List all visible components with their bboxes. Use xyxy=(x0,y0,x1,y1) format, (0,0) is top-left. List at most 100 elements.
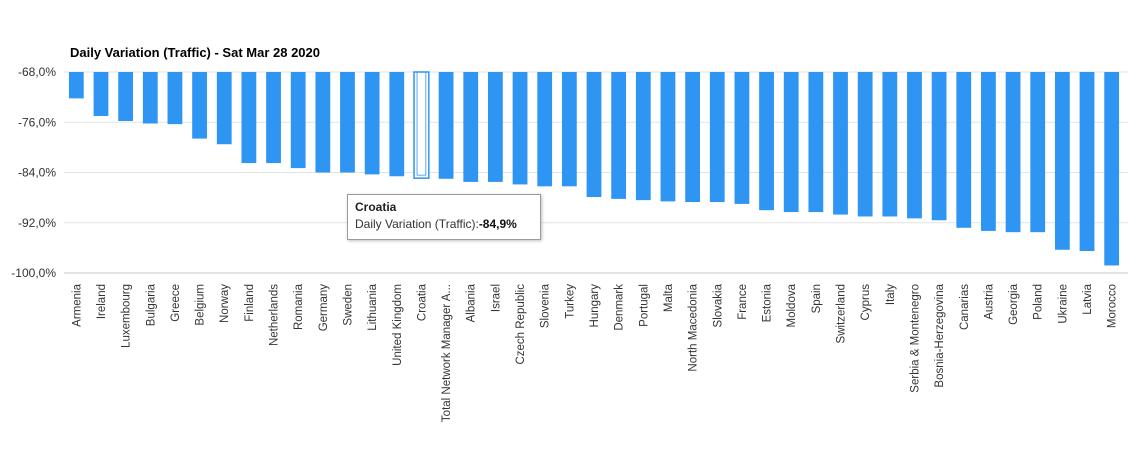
bar[interactable] xyxy=(192,72,207,139)
bar[interactable] xyxy=(1104,72,1120,266)
x-tick-label: Ireland xyxy=(96,284,108,319)
x-tick-label: Hungary xyxy=(589,284,601,328)
x-tick-label: Georgia xyxy=(1008,283,1020,325)
y-tick-label: -84,0% xyxy=(18,166,56,180)
x-tick-label: Romania xyxy=(293,283,305,330)
bar[interactable] xyxy=(1030,72,1046,233)
bar[interactable] xyxy=(537,72,553,187)
bar[interactable] xyxy=(660,72,676,202)
bar[interactable] xyxy=(931,72,947,221)
x-tick-label: Bulgaria xyxy=(145,283,157,326)
bar[interactable] xyxy=(685,72,700,203)
bar[interactable] xyxy=(882,72,898,217)
x-tick-label: Greece xyxy=(170,284,182,322)
x-tick-label: Portugal xyxy=(638,284,650,327)
x-tick-label: France xyxy=(737,284,749,320)
x-tick-label: Slovakia xyxy=(712,283,724,327)
bar[interactable] xyxy=(783,72,799,213)
bar[interactable] xyxy=(759,72,774,211)
tooltip-label: Daily Variation (Traffic): xyxy=(355,217,479,231)
x-tick-label: Latvia xyxy=(1082,283,1094,314)
x-tick-label: Czech Republic xyxy=(515,284,527,365)
x-tick-label: Ukraine xyxy=(1057,284,1069,324)
x-tick-label: Croatia xyxy=(416,283,428,321)
x-tick-label: Turkey xyxy=(564,284,576,319)
chart-title: Daily Variation (Traffic) - Sat Mar 28 2… xyxy=(70,45,320,60)
x-tick-label: Estonia xyxy=(762,283,774,322)
bar[interactable] xyxy=(167,72,183,125)
bar[interactable] xyxy=(364,72,380,175)
bar[interactable] xyxy=(981,72,996,231)
bar[interactable] xyxy=(709,72,725,203)
bar[interactable] xyxy=(1054,72,1070,250)
bar[interactable] xyxy=(216,72,232,145)
bar[interactable] xyxy=(1005,72,1021,233)
x-tick-label: Lithuania xyxy=(367,283,379,330)
x-tick-label: Spain xyxy=(811,284,823,313)
y-axis-tick-labels: -68,0% -76,0% -84,0% -92,0% -100,0% xyxy=(11,65,56,280)
bar[interactable] xyxy=(68,72,84,99)
x-tick-label: Norway xyxy=(219,284,231,323)
x-tick-label: Malta xyxy=(663,283,675,312)
bar[interactable] xyxy=(241,72,257,164)
bar[interactable] xyxy=(512,72,528,185)
x-tick-label: Luxembourg xyxy=(121,284,133,348)
x-tick-label: North Macedonia xyxy=(688,283,700,371)
bar[interactable] xyxy=(635,72,651,201)
x-tick-label: Total Network Manager A... xyxy=(441,284,453,422)
bar[interactable] xyxy=(340,72,355,173)
bar[interactable] xyxy=(389,72,405,177)
x-tick-label: Netherlands xyxy=(269,284,281,346)
bar[interactable] xyxy=(290,72,306,169)
bar[interactable] xyxy=(413,71,430,179)
x-tick-label: Albania xyxy=(466,283,478,322)
x-tick-label: Slovenia xyxy=(540,283,552,328)
x-tick-label: Israel xyxy=(490,284,502,312)
bar[interactable] xyxy=(142,72,158,124)
x-tick-label: United Kingdom xyxy=(392,284,404,366)
x-tick-label: Cyprus xyxy=(860,284,872,321)
y-tick-label: -76,0% xyxy=(18,115,56,129)
x-tick-label: Germany xyxy=(318,284,330,332)
bar[interactable] xyxy=(118,72,134,121)
x-tick-label: Serbia & Montenegro xyxy=(909,284,921,393)
y-tick-label: -92,0% xyxy=(18,216,56,230)
x-tick-label: Italy xyxy=(885,284,897,305)
x-tick-label: Armenia xyxy=(71,283,83,326)
x-tick-label: Poland xyxy=(1033,284,1045,320)
x-tick-label: Switzerland xyxy=(836,284,848,343)
tooltip-value: -84,9% xyxy=(478,217,517,231)
bar[interactable] xyxy=(315,72,331,173)
bar[interactable] xyxy=(734,72,750,204)
x-axis-tick-labels: Armenia Ireland Luxembourg Bulgaria Greece Be… xyxy=(71,283,1118,422)
tooltip-line: Daily Variation (Traffic):-84,9% xyxy=(355,215,533,233)
bar[interactable] xyxy=(956,72,972,228)
x-tick-label: Austria xyxy=(983,283,995,319)
bar[interactable] xyxy=(611,72,627,199)
bar[interactable] xyxy=(808,72,824,213)
bar[interactable] xyxy=(93,72,109,116)
bar[interactable] xyxy=(586,72,602,197)
bar[interactable] xyxy=(463,72,479,182)
x-tick-label: Bosnia-Herzegovina xyxy=(934,283,946,387)
x-tick-label: Moldova xyxy=(786,283,798,327)
bars xyxy=(68,71,1120,266)
y-tick-label: -68,0% xyxy=(18,65,56,79)
x-tick-label: Canarias xyxy=(959,284,971,330)
bar[interactable] xyxy=(561,72,577,187)
bar[interactable] xyxy=(266,72,281,164)
chart-tooltip: Croatia Daily Variation (Traffic):-84,9% xyxy=(347,194,541,240)
bar[interactable] xyxy=(857,72,873,217)
bar[interactable] xyxy=(1079,72,1095,252)
bar[interactable] xyxy=(907,72,922,219)
bar[interactable] xyxy=(438,72,454,179)
bar[interactable] xyxy=(833,72,848,215)
bar-highlight-outline xyxy=(416,71,427,176)
bar[interactable] xyxy=(488,72,503,182)
tooltip-title: Croatia xyxy=(355,200,397,214)
x-tick-label: Sweden xyxy=(342,284,354,326)
y-tick-label: -100,0% xyxy=(11,266,56,280)
x-tick-label: Finland xyxy=(244,284,256,322)
x-tick-label: Belgium xyxy=(195,284,207,326)
